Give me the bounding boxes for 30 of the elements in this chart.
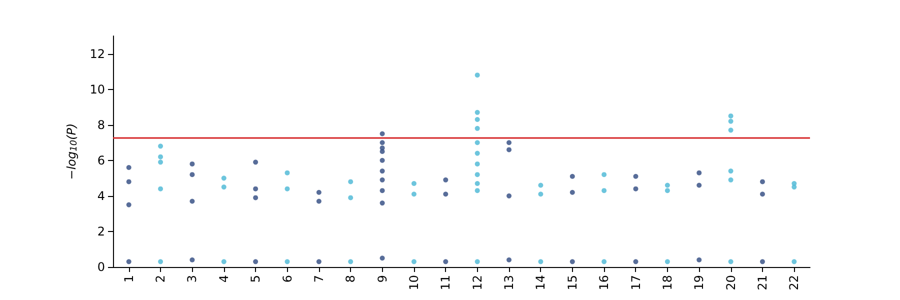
x-tick-label: 2	[154, 275, 168, 283]
y-axis-title: −log10(P)	[64, 123, 80, 180]
x-tick-label: 19	[692, 275, 706, 290]
x-tick-label: 22	[787, 275, 802, 290]
y-tick-label: 4	[97, 188, 105, 203]
x-tick-label: 13	[502, 275, 516, 290]
x-tick-label: 18	[660, 275, 674, 290]
x-tick-label: 8	[344, 275, 358, 283]
y-tick-label: 12	[90, 46, 105, 61]
x-tick-label: 16	[597, 275, 612, 290]
x-tick-label: 5	[248, 275, 263, 283]
y-tick-label: 0	[97, 260, 105, 274]
x-tick-label: 15	[565, 275, 580, 290]
x-tick-label: 20	[724, 275, 738, 290]
x-tick-label: 4	[216, 275, 231, 283]
x-tick-label: 3	[185, 275, 200, 283]
x-tick-label: 14	[534, 275, 548, 290]
x-tick-label: 21	[755, 275, 770, 290]
y-tick-label: 6	[97, 153, 105, 168]
x-tick-label: 11	[438, 275, 453, 290]
x-tick-label: 1	[122, 275, 136, 283]
x-tick-label: 17	[628, 275, 643, 290]
x-tick-label: 6	[280, 275, 294, 283]
y-tick-label: 2	[97, 224, 105, 238]
y-tick-label: 8	[97, 118, 105, 132]
x-tick-label: 7	[312, 275, 326, 283]
x-tick-label: 9	[375, 275, 390, 283]
y-tick-label: 10	[90, 82, 105, 96]
x-tick-label: 10	[406, 275, 421, 290]
x-tick-label: 12	[470, 275, 484, 290]
